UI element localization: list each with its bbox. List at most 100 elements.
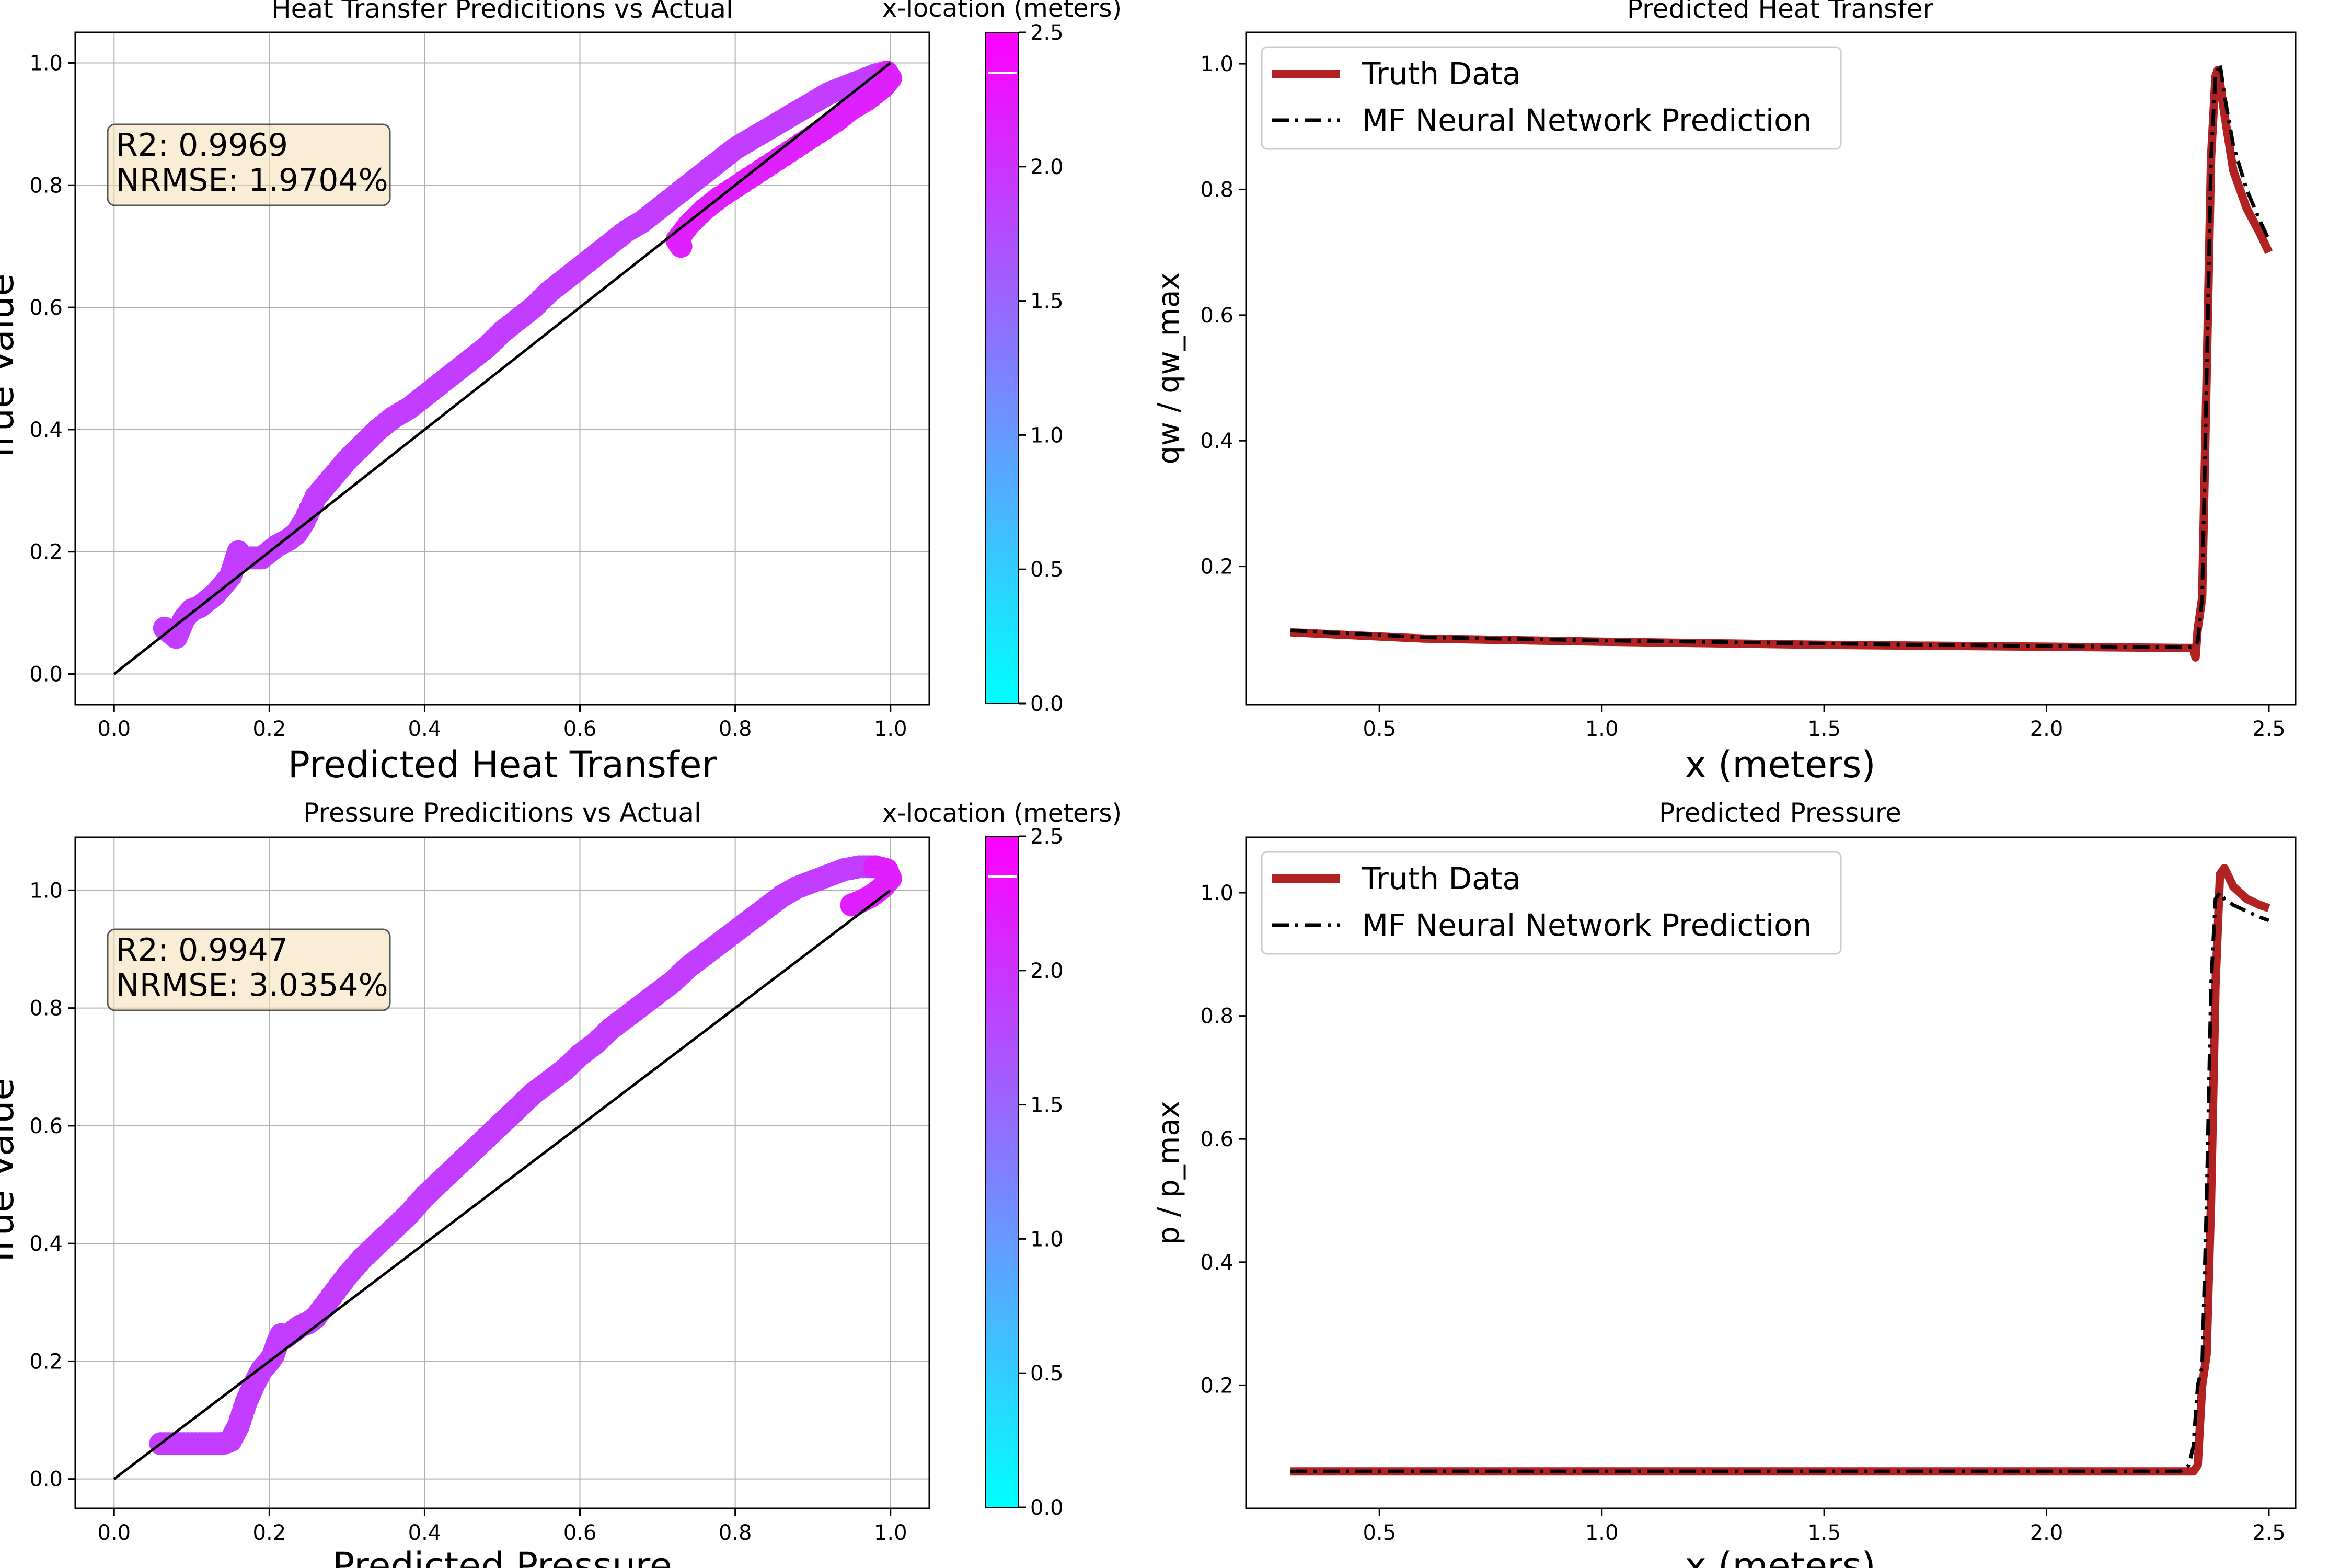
x-axis-label: Predicted Pressure bbox=[332, 1544, 672, 1568]
x-axis-label: Predicted Heat Transfer bbox=[288, 743, 717, 786]
pressure-scatter-panel: Pressure Predicitions vs Actual 0.0 0.2 0.… bbox=[0, 798, 1122, 1568]
x-tick-label: 0.5 bbox=[1363, 1521, 1396, 1545]
prediction-line bbox=[1290, 891, 2270, 1473]
legend: Truth Data MF Neural Network Prediction bbox=[1261, 46, 1842, 150]
colorbar-tick-label: 2.0 bbox=[1030, 959, 1064, 983]
nrmse-stat: NRMSE: 1.9704% bbox=[116, 162, 388, 199]
colorbar-gradient bbox=[985, 836, 1019, 1508]
y-tick-label: 0.4 bbox=[1200, 429, 1233, 453]
x-ticks: 0.5 1.0 1.5 2.0 2.5 bbox=[1363, 1508, 2286, 1545]
chart-title: Predicted Pressure bbox=[1659, 798, 1901, 828]
series-lines bbox=[1290, 863, 2270, 1476]
x-tick-label: 0.6 bbox=[563, 1521, 597, 1545]
y-tick-label: 1.0 bbox=[1200, 52, 1233, 76]
y-tick-label: 0.4 bbox=[29, 418, 63, 442]
x-tick-label: 0.0 bbox=[97, 717, 131, 741]
legend-label-prediction: MF Neural Network Prediction bbox=[1362, 102, 1812, 138]
y-tick-label: 0.6 bbox=[29, 296, 63, 320]
pressure-line-panel: Predicted Pressure 0.5 1.0 1.5 2.0 2.5 0.20.… bbox=[1152, 798, 2297, 1568]
x-ticks: 0.0 0.2 0.4 0.6 0.8 1.0 bbox=[97, 1508, 907, 1545]
y-axis-label: p / p_max bbox=[1152, 1101, 1186, 1245]
chart-title: Predicted Heat Transfer bbox=[1627, 0, 1934, 24]
colorbar-tick-label: 1.0 bbox=[1030, 423, 1064, 447]
y-tick-label: 0.2 bbox=[29, 540, 63, 564]
x-axis-label: x (meters) bbox=[1685, 1544, 1875, 1568]
x-tick-label: 1.5 bbox=[1807, 717, 1841, 741]
series-lines bbox=[1290, 62, 2273, 662]
y-tick-label: 0.0 bbox=[29, 1468, 63, 1492]
x-tick-label: 0.4 bbox=[408, 1521, 442, 1545]
y-tick-label: 0.2 bbox=[29, 1350, 63, 1374]
plot-frame bbox=[74, 836, 930, 1509]
y-tick-label: 0.8 bbox=[1200, 178, 1233, 202]
colorbar-tick-label: 1.0 bbox=[1030, 1227, 1064, 1251]
colorbar-tick-label: 0.0 bbox=[1030, 1496, 1064, 1520]
legend-label-prediction: MF Neural Network Prediction bbox=[1362, 907, 1812, 943]
x-tick-label: 0.8 bbox=[719, 1521, 752, 1545]
y-tick-label: 0.6 bbox=[1200, 1127, 1233, 1151]
colorbar-ticks: 0.0 0.5 1.0 1.5 2.0 2.5 bbox=[1019, 21, 1064, 716]
y-ticks: 0.2 0.4 0.6 0.8 1.0 bbox=[1200, 881, 1246, 1398]
y-axis-label: True Value bbox=[0, 1078, 22, 1268]
r2-stat: R2: 0.9969 bbox=[116, 127, 288, 164]
y-tick-label: 0.6 bbox=[1200, 304, 1233, 328]
x-tick-label: 0.2 bbox=[253, 717, 286, 741]
colorbar-gradient bbox=[985, 32, 1019, 704]
y-ticks: 0.2 0.4 0.6 0.8 1.0 bbox=[1200, 52, 1246, 579]
chart-title: Pressure Predicitions vs Actual bbox=[303, 798, 701, 828]
truth-data-line bbox=[1290, 863, 2270, 1476]
colorbar-label: x-location (meters) bbox=[882, 0, 1122, 23]
x-tick-label: 0.2 bbox=[253, 1521, 286, 1545]
x-tick-label: 1.0 bbox=[1585, 717, 1619, 741]
r2-stat: R2: 0.9947 bbox=[116, 932, 288, 969]
y-tick-label: 0.0 bbox=[29, 663, 63, 687]
x-tick-label: 1.0 bbox=[1585, 1521, 1619, 1545]
x-ticks: 0.5 1.0 1.5 2.0 2.5 bbox=[1363, 705, 2286, 741]
x-tick-label: 0.0 bbox=[97, 1521, 131, 1545]
x-tick-label: 0.4 bbox=[408, 717, 442, 741]
legend: Truth Data MF Neural Network Prediction bbox=[1261, 851, 1842, 955]
colorbar-tick-label: 0.5 bbox=[1030, 1362, 1064, 1386]
x-tick-label: 2.5 bbox=[2252, 1521, 2286, 1545]
y-axis-label: qw / qw_max bbox=[1152, 272, 1186, 464]
plot-frame bbox=[74, 31, 930, 706]
y-tick-label: 0.4 bbox=[1200, 1251, 1233, 1275]
y-ticks: 0.0 0.2 0.4 0.6 0.8 1.0 bbox=[29, 879, 75, 1492]
x-tick-label: 1.0 bbox=[874, 1521, 907, 1545]
colorbar: x-location (meters) 0.0 0.5 1.0 1.5 2.0 2.5 bbox=[882, 0, 1122, 716]
colorbar-tick-label: 0.5 bbox=[1030, 558, 1064, 582]
plot-frame bbox=[1245, 836, 2297, 1509]
chart-title: Heat Transfer Predicitions vs Actual bbox=[271, 0, 733, 24]
colorbar-ticks: 0.0 0.5 1.0 1.5 2.0 2.5 bbox=[1019, 825, 1064, 1520]
scatter-point bbox=[840, 893, 863, 917]
colorbar-tick-label: 2.5 bbox=[1030, 21, 1064, 45]
reference-line bbox=[113, 889, 892, 1480]
scatter-point bbox=[669, 235, 693, 258]
y-tick-label: 1.0 bbox=[1200, 881, 1233, 905]
stats-box: R2: 0.9947 NRMSE: 3.0354% bbox=[107, 928, 391, 1011]
x-tick-label: 0.6 bbox=[563, 717, 597, 741]
x-tick-label: 2.0 bbox=[2030, 1521, 2063, 1545]
y-tick-label: 1.0 bbox=[29, 51, 63, 75]
y-tick-label: 0.4 bbox=[29, 1232, 63, 1256]
legend-label-truth: Truth Data bbox=[1362, 56, 1521, 91]
y-axis-label: True Value bbox=[0, 273, 22, 464]
y-tick-label: 0.8 bbox=[29, 997, 63, 1021]
prediction-line bbox=[1290, 62, 2271, 650]
colorbar: x-location (meters) 0.0 0.5 1.0 1.5 2.0 2.5 bbox=[882, 799, 1122, 1520]
x-ticks: 0.0 0.2 0.4 0.6 0.8 1.0 bbox=[97, 705, 907, 741]
legend-label-truth: Truth Data bbox=[1362, 861, 1521, 896]
x-tick-label: 1.5 bbox=[1807, 1521, 1841, 1545]
truth-data-line bbox=[1290, 66, 2273, 662]
colorbar-tick-label: 2.0 bbox=[1030, 155, 1064, 179]
y-tick-label: 0.8 bbox=[29, 174, 63, 198]
x-tick-label: 0.5 bbox=[1363, 717, 1396, 741]
heat-transfer-scatter-panel: Heat Transfer Predicitions vs Actual 0.0… bbox=[0, 0, 1122, 786]
y-tick-label: 0.8 bbox=[1200, 1005, 1233, 1029]
stats-box: R2: 0.9969 NRMSE: 1.9704% bbox=[107, 123, 391, 206]
x-tick-label: 2.5 bbox=[2252, 717, 2286, 741]
y-tick-label: 0.2 bbox=[1200, 1374, 1233, 1398]
colorbar-label: x-location (meters) bbox=[882, 799, 1122, 828]
plot-frame bbox=[1245, 31, 2297, 706]
